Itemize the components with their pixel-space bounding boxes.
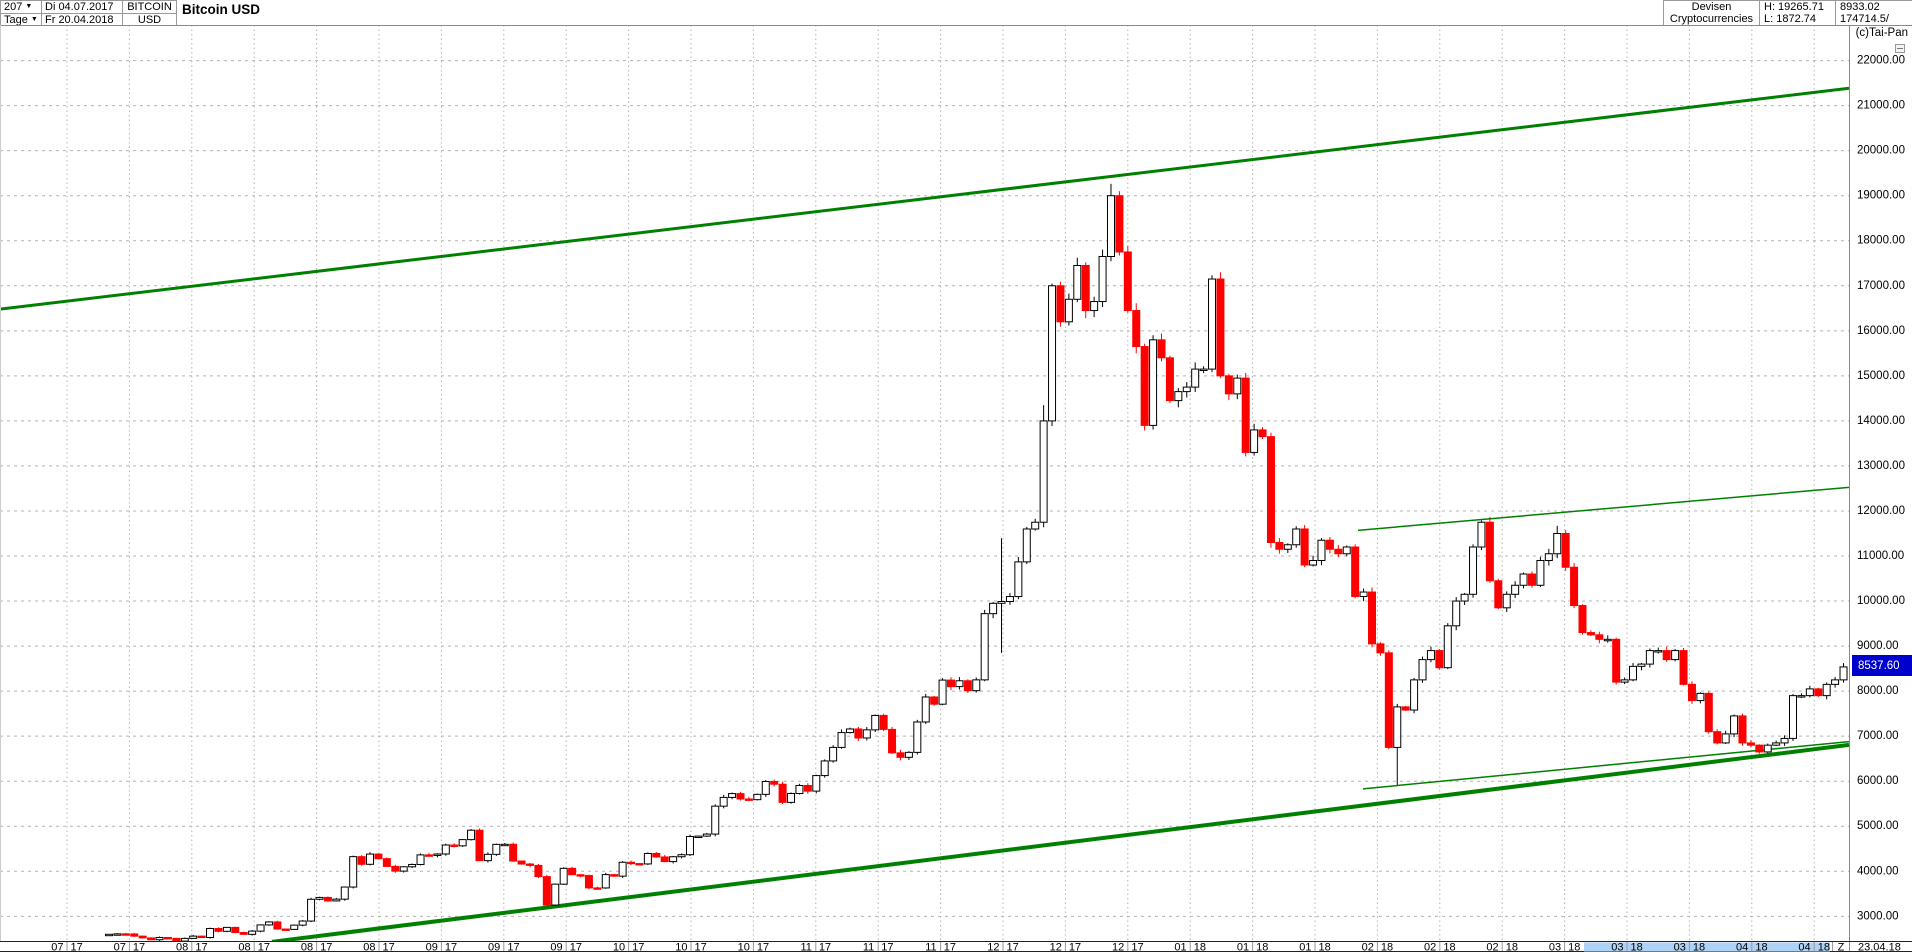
date-tick-label: 09 17 xyxy=(426,942,458,952)
date-tick-label: 10 17 xyxy=(613,942,645,952)
price-tick-label: 16000.00 xyxy=(1857,325,1905,337)
price-tick-label: 19000.00 xyxy=(1857,190,1905,202)
date-tick-label: 08 17 xyxy=(238,942,270,952)
price-tick-label: 22000.00 xyxy=(1857,55,1905,67)
price-tick-label: 12000.00 xyxy=(1857,505,1905,517)
date-tick-label: 04 18 xyxy=(1736,942,1768,952)
category-subgroup: Cryptocurrencies xyxy=(1669,13,1754,25)
taipan-watermark: (c)Tai-Pan xyxy=(1855,27,1908,39)
last-price-badge: 8537.60 xyxy=(1852,655,1912,676)
date-tick-label: 09 17 xyxy=(488,942,520,952)
period-low-label: L: 1872.74 xyxy=(1764,13,1816,25)
gridlines xyxy=(0,25,1849,941)
candlestick-series xyxy=(105,183,1848,941)
date-tick-label: 11 17 xyxy=(800,942,831,952)
price-tick-label: 13000.00 xyxy=(1857,460,1905,472)
date-tick-label: 12 17 xyxy=(1050,942,1082,952)
price-axis-labels: 22000.00 21000.00 20000.00 19000.00 18000.00… xyxy=(1857,55,1905,923)
minor-support xyxy=(1362,740,1849,790)
price-tick-label: 9000.00 xyxy=(1857,640,1899,652)
symbol-cell-line1: BITCOIN xyxy=(122,0,177,14)
price-tick-label: 17000.00 xyxy=(1857,280,1905,292)
period-high-label: H: 19265.71 xyxy=(1764,1,1824,13)
date-tick-label: 08 17 xyxy=(176,942,208,952)
collapse-scale-icon[interactable] xyxy=(1895,44,1905,53)
price-tick-label: 15000.00 xyxy=(1857,370,1905,382)
price-tick-label: 6000.00 xyxy=(1857,775,1899,787)
trendlines xyxy=(0,86,1849,941)
chart-frame xyxy=(0,25,1912,952)
axis-end-date: 23.04.18 xyxy=(1858,942,1901,952)
date-tick-label: 08 17 xyxy=(301,942,333,952)
price-tick-label: 8000.00 xyxy=(1857,685,1899,697)
dropdown-arrow-icon: ▼ xyxy=(30,15,38,23)
date-axis: 07 17 07 17 08 17 08 17 08 17 08 17 09 17 09 17… xyxy=(51,942,1901,952)
symbol-currency: USD xyxy=(137,13,162,26)
date-tick-label: 09 17 xyxy=(550,942,582,952)
price-tick-label: 10000.00 xyxy=(1857,595,1905,607)
date-tick-label: 07 17 xyxy=(51,942,83,952)
zoom-button[interactable]: Z xyxy=(1838,942,1845,952)
dropdown-arrow-icon: ▼ xyxy=(25,3,33,10)
date-tick-label: 01 18 xyxy=(1174,942,1206,952)
date-tick-label: 03 18 xyxy=(1611,942,1643,952)
quote-value-2: 174714.5/ xyxy=(1840,13,1889,25)
date-tick-label: 07 17 xyxy=(114,942,146,952)
bars-count-value: 207 xyxy=(4,1,23,13)
period-value: Tage xyxy=(4,13,28,26)
date-tick-label: 02 18 xyxy=(1486,942,1518,952)
date-tick-label: 01 18 xyxy=(1237,942,1269,952)
price-tick-label: 4000.00 xyxy=(1857,865,1899,877)
major-channel-upper xyxy=(0,86,1849,311)
date-tick-label: 11 17 xyxy=(925,942,956,952)
date-tick-label: 03 18 xyxy=(1674,942,1706,952)
price-tick-label: 21000.00 xyxy=(1857,100,1905,112)
category-group: Devisen xyxy=(1691,1,1732,13)
date-tick-label: 02 18 xyxy=(1362,942,1394,952)
date-from-value: Di 04.07.2017 xyxy=(45,1,114,13)
date-tick-label: 10 17 xyxy=(738,942,770,952)
price-tick-label: 5000.00 xyxy=(1857,820,1899,832)
price-tick-label: 18000.00 xyxy=(1857,235,1905,247)
date-tick-label: 11 17 xyxy=(863,942,894,952)
minor-resistance xyxy=(1357,486,1849,532)
date-tick-label: 02 18 xyxy=(1424,942,1456,952)
symbol-name: BITCOIN xyxy=(127,1,172,13)
price-tick-label: 11000.00 xyxy=(1857,550,1904,562)
price-tick-label: 3000.00 xyxy=(1857,910,1899,922)
date-tick-label: 12 17 xyxy=(1112,942,1144,952)
date-tick-label: 03 18 xyxy=(1549,942,1581,952)
price-tick-label: 14000.00 xyxy=(1857,415,1905,427)
chart-title: Bitcoin USD xyxy=(182,2,261,17)
date-highlight-range xyxy=(1584,942,1830,952)
date-tick-label: 01 18 xyxy=(1299,942,1331,952)
price-tick-label: 7000.00 xyxy=(1857,730,1899,742)
date-tick-label: 04 18 xyxy=(1798,942,1830,952)
date-tick-label: 08 17 xyxy=(363,942,395,952)
major-channel-lower xyxy=(271,742,1849,941)
quote-value-1: 8933.02 xyxy=(1840,1,1880,13)
date-tick-label: 10 17 xyxy=(675,942,707,952)
date-to-value: Fr 20.04.2018 xyxy=(45,13,114,26)
date-tick-label: 12 17 xyxy=(987,942,1019,952)
price-tick-label: 20000.00 xyxy=(1857,145,1905,157)
quote-values-cell: 8933.02 174714.5/ xyxy=(1835,0,1912,26)
